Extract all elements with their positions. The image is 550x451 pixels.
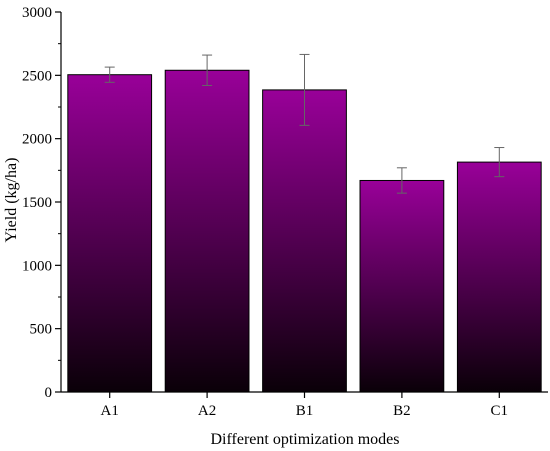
error-bar-b2	[396, 167, 407, 194]
x-tick-label-b2: B2	[393, 403, 411, 419]
labels-layer: A1 A2 B1 B2 C1 0 500 1000 1500 2000 2500 3000	[22, 5, 508, 419]
axes-layer	[55, 11, 548, 398]
bar-a1	[67, 74, 153, 393]
bar-b1	[262, 89, 347, 393]
x-tick-label-c1: C1	[491, 403, 509, 419]
y-tick-label-2000: 2000	[22, 132, 52, 148]
y-tick-label-1000: 1000	[22, 258, 52, 274]
bar-a2	[164, 69, 250, 393]
y-tick-label-500: 500	[30, 322, 53, 338]
x-axis-title: Different optimization modes	[211, 431, 400, 448]
error-bar-b1	[299, 53, 310, 126]
x-tick-label-a1: A1	[101, 403, 119, 419]
bar-b2	[359, 179, 445, 393]
y-tick-label-2500: 2500	[22, 68, 52, 84]
y-tick-label-1500: 1500	[22, 195, 52, 211]
error-bar-a2	[202, 54, 213, 86]
error-bar-c1	[494, 147, 505, 178]
x-tick-label-a2: A2	[198, 403, 216, 419]
error-bar-a1	[104, 66, 115, 83]
y-axis-title: Yield (kg/ha)	[3, 158, 20, 243]
y-tick-label-3000: 3000	[22, 5, 52, 21]
error-bars-layer	[104, 53, 505, 194]
x-tick-label-b1: B1	[296, 403, 314, 419]
bar-c1	[456, 161, 542, 393]
y-tick-label-0: 0	[45, 385, 53, 401]
